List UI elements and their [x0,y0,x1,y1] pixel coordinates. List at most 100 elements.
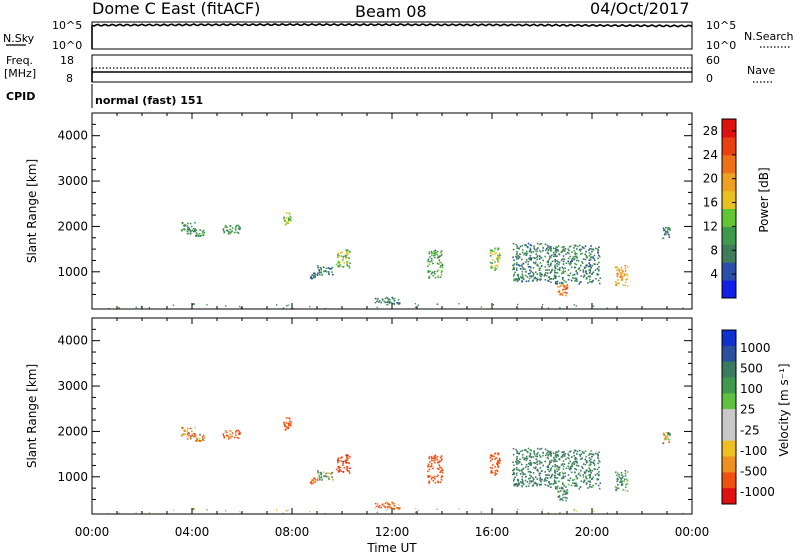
power-point [556,255,558,257]
power-point [235,224,238,227]
velocity-point [496,469,498,472]
power-point [521,273,523,276]
power-point [497,254,499,257]
power-point [512,264,514,267]
power-point [314,273,317,276]
velocity-point [544,448,547,451]
velocity-point [346,467,349,469]
velocity-point [666,436,668,438]
power-point [539,256,542,259]
cpid-label: CPID [6,90,35,103]
noise-left-tick-bottom: 10^0 [52,39,82,52]
power-point [285,305,288,307]
power-point [525,261,527,263]
velocity-point [592,476,595,479]
power-point [223,231,226,233]
power-point [338,266,340,268]
velocity-point [524,457,527,460]
power-point [434,249,437,252]
velocity-point [499,459,501,462]
power-point [530,276,533,278]
velocity-point [538,463,541,465]
power-point [393,300,396,302]
power-point [187,232,189,235]
power-point [561,266,564,269]
velocity-point [571,464,573,467]
power-point [569,255,571,258]
velocity-point [430,465,433,468]
velocity-point [430,459,433,462]
power-point [539,273,541,275]
power-point [324,270,327,272]
velocity-point [544,483,547,486]
power-point [542,249,544,252]
velocity-point [489,466,492,469]
power-point [188,227,191,230]
velocity-point [521,475,524,478]
power-point [189,222,192,225]
velocity-point [547,466,549,469]
power-point [318,271,321,274]
power-point [540,275,542,278]
power-point [558,253,561,256]
velocity-point [564,453,567,455]
nsky-line [91,23,693,28]
power-point [569,260,572,263]
velocity-point [397,503,400,506]
velocity-point [491,458,493,460]
velocity-point [528,462,530,465]
power-point [567,278,570,281]
power-point [235,229,237,231]
velocity-point [284,429,287,431]
power-point [527,280,530,282]
velocity-point [554,486,557,488]
power-point [662,237,665,239]
velocity-point [202,434,205,437]
velocity-point [206,509,208,511]
power-point [623,275,625,277]
velocity-point [562,472,565,475]
power-point [238,228,241,231]
power-point [625,273,628,275]
power-point [524,252,526,255]
velocity-point [528,455,531,458]
power-point [581,252,583,255]
velocity-point [287,427,290,430]
velocity-point [195,440,197,442]
power-point [206,304,208,306]
velocity-point [434,481,437,484]
power-point [554,255,557,257]
velocity-point [621,482,623,485]
power-point [337,252,340,254]
velocity-point [597,454,599,457]
velocity-point [525,449,527,452]
power-point [555,277,557,279]
velocity-point [494,458,496,460]
velocity-point [589,462,592,464]
power-point [374,301,377,304]
velocity-point [491,467,493,469]
velocity-point [575,460,578,463]
velocity-point [620,484,623,486]
velocity-colorbar-segment [722,361,736,378]
power-point [513,259,515,262]
velocity-point [317,477,319,479]
velocity-point [237,429,240,432]
power-point [554,264,556,267]
power-point [618,271,620,273]
power-point [590,245,592,247]
power-point [436,256,439,259]
velocity-point [570,467,572,470]
velocity-point [148,512,151,514]
power-point [393,297,396,300]
velocity-point [517,460,519,462]
velocity-colorbar-segment [722,456,736,473]
velocity-point [521,478,523,481]
velocity-point [539,472,542,475]
power-point [190,230,193,233]
power-point [148,307,151,309]
velocity-point [439,456,442,459]
velocity-point [197,440,200,442]
power-point [535,261,537,263]
